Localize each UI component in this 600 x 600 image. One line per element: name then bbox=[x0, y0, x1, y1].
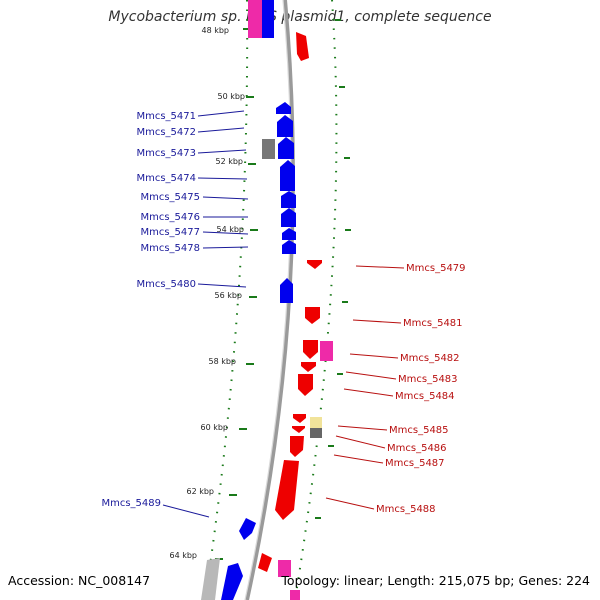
gene-arrow[interactable] bbox=[307, 260, 322, 269]
gene-label[interactable]: Mmcs_5488 bbox=[376, 504, 436, 515]
gene-arrow[interactable] bbox=[239, 518, 256, 540]
gene-arrow[interactable] bbox=[305, 307, 320, 324]
gene-label[interactable]: Mmcs_5489 bbox=[101, 498, 161, 509]
forward-genes bbox=[239, 102, 296, 540]
topology-stats-text: Topology: linear; Length: 215,075 bp; Ge… bbox=[281, 573, 590, 588]
tick-52-kbp: 52 kbp bbox=[215, 157, 256, 166]
gene-arrow[interactable] bbox=[282, 240, 296, 254]
tick-label: 62 kbp bbox=[186, 487, 214, 496]
accession-text: Accession: NC_008147 bbox=[8, 573, 151, 588]
gene-label[interactable]: Mmcs_5486 bbox=[387, 443, 447, 454]
gene-arrow[interactable] bbox=[278, 137, 294, 159]
tick-56-kbp: 56 kbp bbox=[214, 291, 257, 300]
gene-label[interactable]: Mmcs_5482 bbox=[400, 353, 460, 364]
gene-label[interactable]: Mmcs_5473 bbox=[136, 148, 196, 159]
gene-label[interactable]: Mmcs_5479 bbox=[406, 263, 466, 274]
gene-label[interactable]: Mmcs_5474 bbox=[136, 173, 196, 184]
tick-label: 58 kbp bbox=[208, 357, 236, 366]
tick-62-kbp: 62 kbp bbox=[186, 487, 237, 496]
right-scale-ticks bbox=[315, 19, 351, 519]
tick-label: 56 kbp bbox=[214, 291, 242, 300]
gene-arrow[interactable] bbox=[280, 160, 295, 191]
gene-arrow[interactable] bbox=[275, 460, 299, 520]
gene-label[interactable]: Mmcs_5477 bbox=[140, 227, 200, 238]
gene-label[interactable]: Mmcs_5472 bbox=[136, 127, 196, 138]
gene-arrow[interactable] bbox=[298, 374, 313, 396]
tick-label: 48 kbp bbox=[201, 26, 229, 35]
gene-arrow[interactable] bbox=[292, 426, 305, 433]
dark-gray-feature-block bbox=[310, 428, 322, 438]
outer-dotted-ring-right bbox=[294, 0, 338, 600]
tick-60-kbp: 60 kbp bbox=[200, 423, 247, 432]
bottom-clipped-features bbox=[201, 553, 300, 600]
gene-arrow[interactable] bbox=[293, 414, 306, 423]
reverse-leader-lines bbox=[325, 265, 405, 510]
pink-feature-block bbox=[320, 341, 333, 361]
tick-label: 64 kbp bbox=[169, 551, 197, 560]
gene-arrow[interactable] bbox=[277, 115, 293, 137]
gene-arrow[interactable] bbox=[280, 278, 293, 303]
gene-arrow[interactable] bbox=[281, 208, 296, 227]
gray-feature-block bbox=[262, 139, 275, 159]
gene-label[interactable]: Mmcs_5478 bbox=[140, 243, 200, 254]
tick-label: 50 kbp bbox=[217, 92, 245, 101]
gene-label[interactable]: Mmcs_5480 bbox=[136, 279, 196, 290]
pale-yellow-feature-block bbox=[310, 417, 322, 429]
tick-48-kbp: 48 kbp bbox=[201, 26, 251, 35]
tick-label: 52 kbp bbox=[215, 157, 243, 166]
gene-label[interactable]: Mmcs_5483 bbox=[398, 374, 458, 385]
tick-54-kbp: 54 kbp bbox=[216, 225, 258, 234]
gene-label[interactable]: Mmcs_5471 bbox=[136, 111, 196, 122]
gene-arrow[interactable] bbox=[303, 340, 318, 359]
gene-arrow[interactable] bbox=[281, 191, 296, 208]
forward-leader-lines bbox=[162, 110, 249, 518]
gene-label[interactable]: Mmcs_5475 bbox=[140, 192, 200, 203]
gene-arrow[interactable] bbox=[301, 362, 316, 372]
gene-label[interactable]: Mmcs_5485 bbox=[389, 425, 449, 436]
tick-58-kbp: 58 kbp bbox=[208, 357, 254, 366]
gene-arrow[interactable] bbox=[276, 102, 291, 114]
tick-64-kbp: 64 kbp bbox=[169, 551, 223, 560]
gene-label[interactable]: Mmcs_5481 bbox=[403, 318, 463, 329]
outer-dotted-ring-left bbox=[204, 0, 249, 600]
gene-label[interactable]: Mmcs_5476 bbox=[140, 212, 200, 223]
gene-label[interactable]: Mmcs_5484 bbox=[395, 391, 455, 402]
gene-label[interactable]: Mmcs_5487 bbox=[385, 458, 445, 469]
gene-arrow[interactable] bbox=[290, 436, 304, 457]
tick-label: 54 kbp bbox=[216, 225, 244, 234]
tick-label: 60 kbp bbox=[200, 423, 228, 432]
tick-50-kbp: 50 kbp bbox=[217, 92, 254, 101]
top-clipped-features bbox=[248, 0, 309, 61]
reverse-genes bbox=[275, 260, 322, 520]
map-title: Mycobacterium sp. MCS plasmid1, complete… bbox=[108, 9, 492, 25]
gene-arrow[interactable] bbox=[282, 228, 296, 240]
